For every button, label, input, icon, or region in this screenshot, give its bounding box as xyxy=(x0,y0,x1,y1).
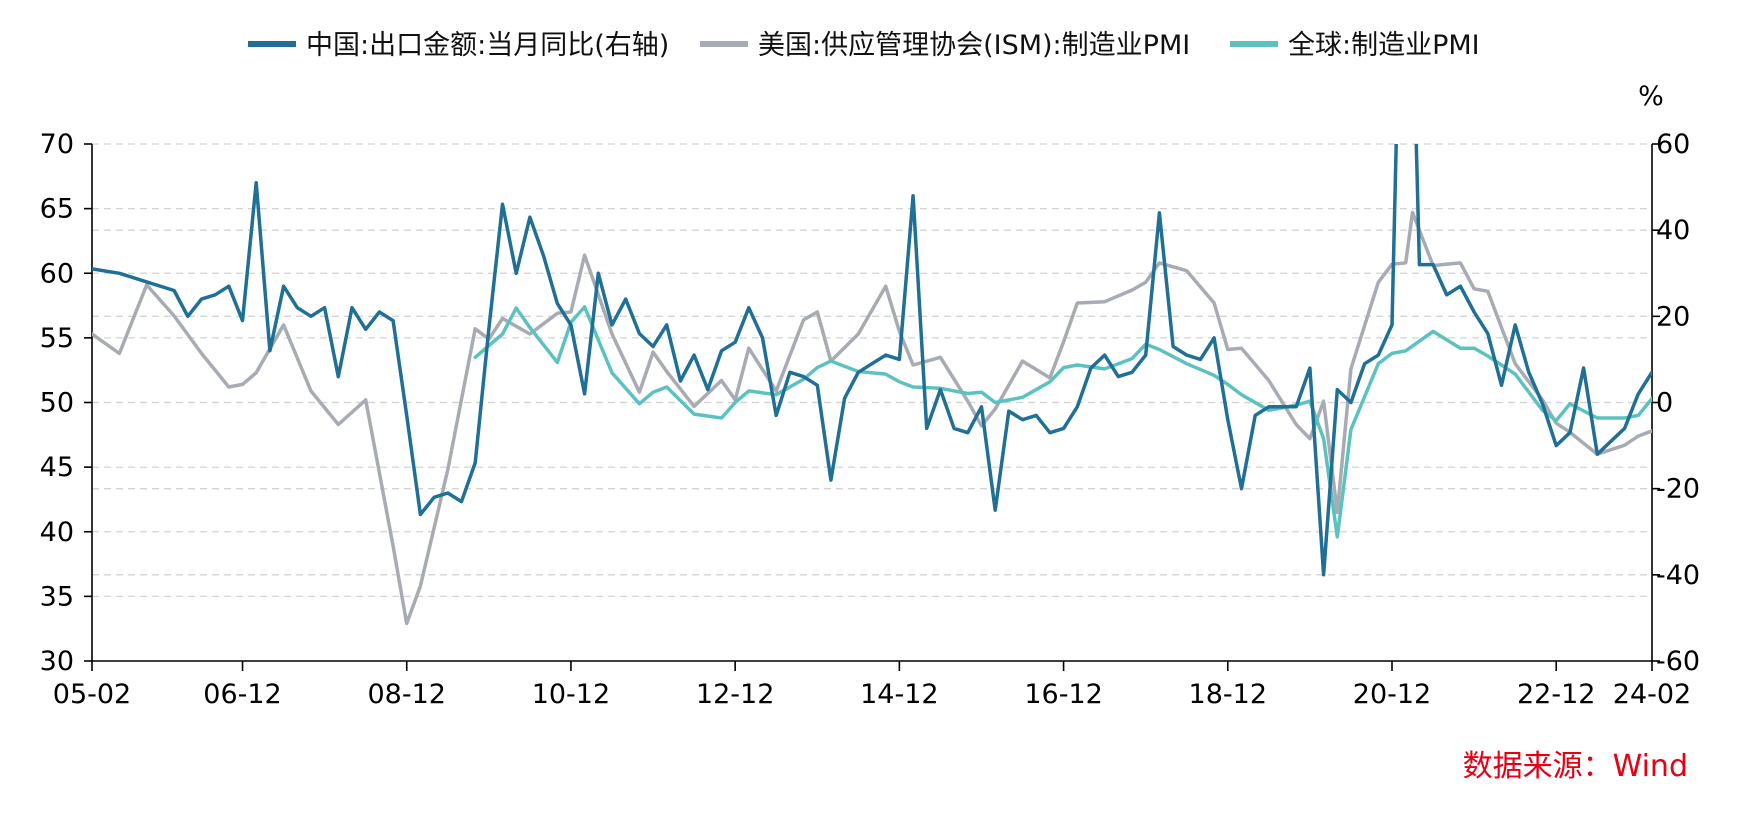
legend: 中国:出口金额:当月同比(右轴) 美国:供应管理协会(ISM):制造业PMI 全球:… xyxy=(248,30,1480,61)
x-axis-tick-label: 18-12 xyxy=(1189,679,1267,710)
x-axis-tick-label: 22-12 xyxy=(1517,679,1595,710)
x-axis-tick-label: 08-12 xyxy=(368,679,446,710)
x-axis-tick-label: 20-12 xyxy=(1353,679,1431,710)
series-lines xyxy=(92,144,1652,626)
left-axis-tick-label: 65 xyxy=(40,194,74,225)
grid-lines xyxy=(92,143,1652,598)
legend-label-3: 全球:制造业PMI xyxy=(1288,30,1480,61)
x-axis-tick-label: 06-12 xyxy=(203,679,281,710)
right-axis-unit-label: % xyxy=(1638,81,1664,112)
x-axis-tick-label: 12-12 xyxy=(696,679,774,710)
x-axis-tick-label: 16-12 xyxy=(1024,679,1102,710)
right-axis-tick-label: -60 xyxy=(1656,646,1700,677)
left-axis-tick-label: 45 xyxy=(40,452,74,483)
right-axis-tick-label: 0 xyxy=(1656,388,1673,419)
source-note: 数据来源：Wind xyxy=(1463,749,1688,784)
left-axis-tick-label: 35 xyxy=(40,581,74,612)
series-line-2 xyxy=(92,210,1652,626)
left-axis-tick-label: 30 xyxy=(40,646,74,677)
right-axis-tick-label: 40 xyxy=(1656,215,1690,246)
right-axis-tick-label: 60 xyxy=(1656,129,1690,160)
left-axis-tick-label: 70 xyxy=(40,129,74,160)
left-axis-tick-label: 40 xyxy=(40,517,74,548)
legend-label-1: 中国:出口金额:当月同比(右轴) xyxy=(306,30,669,61)
series-line-1 xyxy=(92,144,1652,577)
right-axis-tick-label: -40 xyxy=(1656,560,1700,591)
x-axis-tick-label: 10-12 xyxy=(532,679,610,710)
right-axis-tick-label: -20 xyxy=(1656,474,1700,505)
series-line-3 xyxy=(473,305,1652,539)
right-axis-tick-label: 20 xyxy=(1656,301,1690,332)
left-axis-tick-label: 55 xyxy=(40,323,74,354)
left-axis-tick-label: 60 xyxy=(40,258,74,289)
axes: 30 35 40 45 50 55 60 65 70 -60 -40 -20 0 20 40 60 05-02 0… xyxy=(40,129,1700,710)
left-axis-tick-label: 50 xyxy=(40,388,74,419)
x-axis-tick-label: 14-12 xyxy=(860,679,938,710)
x-axis-tick-label: 24-02 xyxy=(1613,679,1691,710)
x-axis-tick-label: 05-02 xyxy=(53,679,131,710)
legend-label-2: 美国:供应管理协会(ISM):制造业PMI xyxy=(758,30,1190,61)
